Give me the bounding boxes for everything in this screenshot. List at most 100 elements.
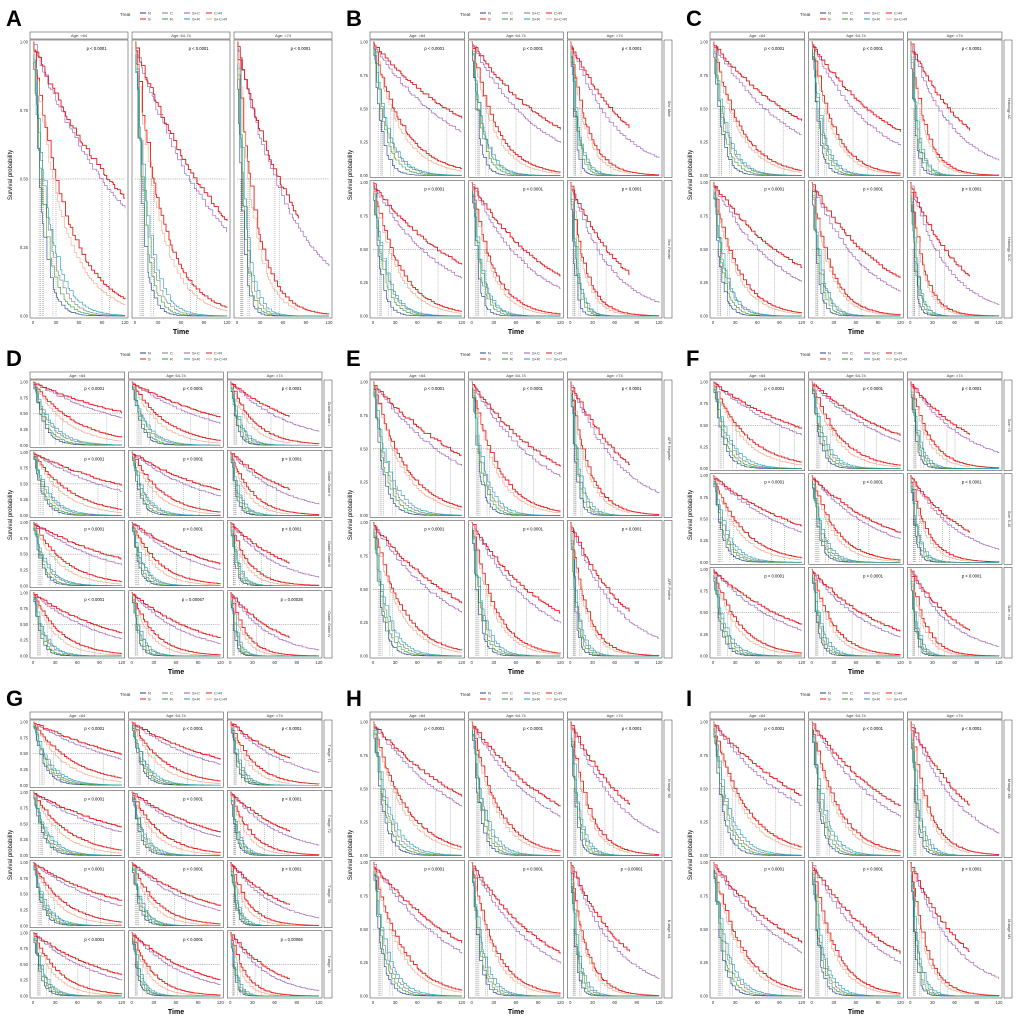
x-tick-label: 0	[909, 660, 912, 665]
curve-S-C-R	[570, 721, 630, 854]
x-tick-label: 90	[876, 660, 881, 665]
facet: p < 0.0001	[369, 719, 465, 858]
curve-S	[570, 182, 660, 317]
p-value: p = 0.00038	[281, 597, 304, 602]
curve-S-R	[33, 721, 122, 786]
p-value: p < 0.0001	[291, 46, 312, 51]
curve-S-R	[131, 381, 221, 446]
curve-S-C	[811, 862, 901, 964]
curve-S-C-R	[713, 182, 802, 315]
curve-R	[713, 41, 802, 176]
curve-S-C-R	[230, 862, 290, 926]
x-tick-label: 30	[250, 1000, 255, 1005]
x-tick-label: 30	[831, 1000, 836, 1005]
curve-S-C	[135, 41, 227, 233]
x-tick-label: 60	[952, 660, 957, 665]
legend-entry: S+C+R	[554, 357, 567, 362]
y-tick-label: 0.00	[700, 173, 709, 178]
age-strip	[567, 711, 663, 720]
p-value: p < 0.0001	[764, 867, 785, 872]
legend-entry: S+C	[872, 11, 880, 16]
curve-S-C-R	[471, 182, 561, 316]
x-tick-label: 90	[777, 660, 782, 665]
row-strip	[323, 930, 333, 999]
curve-S-C	[373, 862, 462, 954]
legend-entry: C+R	[894, 691, 902, 696]
x-tick-label: 60	[179, 320, 184, 325]
p-value: p < 0.0001	[84, 386, 105, 391]
facet: p < 0.0001	[808, 860, 904, 999]
legend-title: Treat	[460, 12, 471, 17]
y-tick-label: 0.25	[20, 497, 29, 502]
curve-S-R	[33, 592, 122, 657]
x-tick-label: 90	[876, 320, 881, 325]
curve-S-R	[811, 569, 901, 657]
y-tick-label: 1.00	[700, 720, 709, 725]
y-tick-label: 1.00	[700, 380, 709, 385]
y-tick-label: 0.25	[20, 638, 29, 643]
facet: p < 0.0001	[808, 180, 904, 319]
row-strip	[323, 450, 333, 518]
age-strip	[468, 371, 564, 380]
p-value: p < 0.0001	[183, 937, 204, 942]
p-value: p < 0.0001	[962, 867, 983, 872]
legend-entry: S+C+R	[554, 17, 567, 22]
y-tick-label: 0.00	[20, 443, 29, 448]
p-value: p = 0.00067	[182, 597, 205, 602]
p-value: p < 0.0001	[962, 187, 983, 192]
x-tick-label: 60	[755, 660, 760, 665]
curve-S-C-R	[230, 721, 290, 784]
facet: p < 0.0001	[128, 860, 224, 928]
x-tick-label: 30	[54, 320, 59, 325]
y-tick-label: 0.00	[20, 513, 29, 518]
x-tick-label: 30	[930, 1000, 935, 1005]
y-tick-label: 0.75	[700, 589, 709, 594]
legend-entry: C+R	[554, 11, 562, 16]
curve-C-R	[713, 862, 803, 944]
facet: p < 0.0001	[29, 860, 125, 928]
p-value: p < 0.0001	[84, 867, 105, 872]
p-value: p < 0.0001	[764, 46, 785, 51]
curve-S	[471, 182, 561, 315]
legend-entry: R	[170, 357, 173, 362]
curve-S-R	[33, 41, 126, 316]
curve-S-C-R	[570, 862, 630, 995]
curve-S-R	[471, 182, 561, 317]
x-tick-label: 30	[491, 320, 496, 325]
y-tick-label: 0.25	[20, 567, 29, 572]
legend-entry: S+C+R	[894, 17, 907, 22]
y-tick-label: 0.00	[700, 560, 709, 565]
x-tick-label: 90	[100, 320, 105, 325]
curve-C	[33, 381, 122, 446]
legend-entry: S	[148, 357, 151, 362]
legend-entry: S+C	[192, 351, 200, 356]
y-tick-label: 0.25	[700, 820, 709, 825]
legend-entry: C+R	[894, 11, 902, 16]
y-tick-label: 0.50	[700, 610, 709, 615]
y-tick-label: 0.25	[20, 427, 29, 432]
curve-C-R	[713, 182, 803, 268]
age-strip-label: Age: <64	[71, 33, 88, 38]
age-strip-label: Age: <64	[749, 373, 766, 378]
y-tick-label: 0.50	[20, 411, 29, 416]
curve-S-C-R	[471, 522, 561, 655]
curve-C-R	[33, 791, 122, 828]
legend-entry: C+R	[554, 351, 562, 356]
p-value: p < 0.0001	[764, 386, 785, 391]
y-tick-label: 0.75	[20, 806, 29, 811]
x-tick-label: 0	[569, 660, 572, 665]
x-tick-label: 0	[372, 320, 375, 325]
curve-S-R	[713, 862, 802, 997]
y-tick-label: 0.25	[20, 767, 29, 772]
y-tick-label: 1.00	[20, 520, 29, 525]
facet: p < 0.0001	[709, 567, 805, 659]
curve-S	[713, 41, 803, 171]
x-tick-label: 0	[470, 660, 473, 665]
curve-R	[471, 381, 561, 516]
y-tick-label: 0.25	[700, 280, 709, 285]
p-value: p < 0.0001	[622, 386, 643, 391]
curve-S-C-R	[131, 721, 221, 784]
p-value: p < 0.0001	[84, 937, 105, 942]
legend-entry: S+R	[532, 357, 540, 362]
curve-S-C-R	[373, 721, 462, 851]
